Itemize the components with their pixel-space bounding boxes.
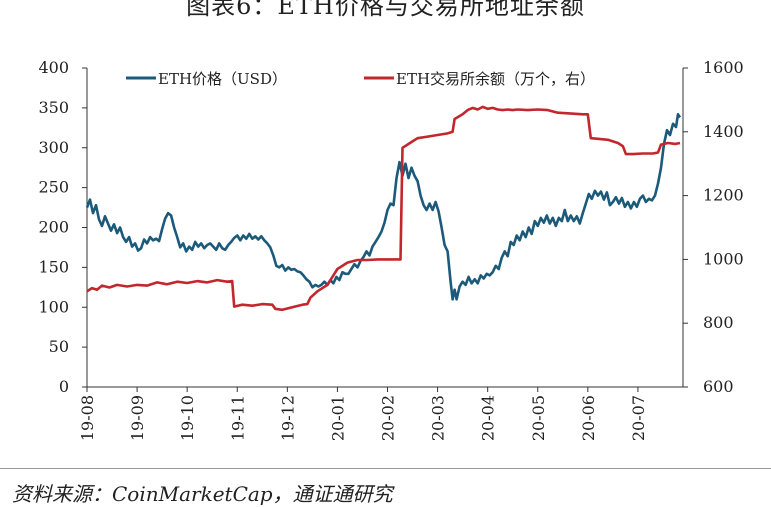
y-right-tick-label: 1400 [703,122,744,141]
axes: 0 50 100 150 200 250 300 350 400 600 800 1000 1200 14… [38,58,743,441]
y-left-tick-label: 200 [38,218,69,237]
y-left-tick-label: 300 [38,138,69,157]
series-line-1 [85,113,682,301]
legend-label-2: ETH交易所余额（万个，右） [396,70,595,88]
x-tick-label: 19-12 [278,395,297,441]
y-left-tick-label: 100 [38,297,69,316]
x-tick-label: 20-01 [328,395,347,441]
y-right-tick-label: 800 [703,313,734,332]
x-tick-label: 20-04 [479,395,498,441]
x-tick-label: 20-02 [379,395,398,441]
chart: 0 50 100 150 200 250 300 350 400 600 800 1000 1200 14… [38,58,743,441]
x-tick-label: 20-03 [429,395,448,441]
x-tick-label: 19-09 [128,395,147,441]
y-right-tick-label: 1000 [703,249,744,268]
y-left-tick-label: 400 [38,58,69,77]
chart-title: 图表6：ETH价格与交易所地址余额 [186,0,585,20]
y-right-tick-label: 1200 [703,186,744,205]
divider [0,468,771,469]
x-tick-label: 19-08 [78,395,97,441]
x-tick-label: 20-07 [629,395,648,441]
series-line-2 [86,105,681,312]
y-right-tick-label: 600 [703,377,734,396]
x-tick-label: 20-05 [529,395,548,441]
legend: ETH价格（USD） ETH交易所余额（万个，右） [126,70,595,88]
x-tick-label: 19-11 [228,395,247,441]
legend-label-1: ETH价格（USD） [158,70,287,88]
x-tick-label: 20-06 [579,395,598,441]
y-left-tick-label: 50 [49,337,69,356]
x-tick-label: 19-10 [178,395,197,441]
source-note: 资料来源：CoinMarketCap，通证通研究 [12,482,393,506]
y-left-tick-label: 150 [38,257,69,276]
y-left-tick-label: 350 [38,98,69,117]
y-right-tick-label: 1600 [703,58,744,77]
y-left-tick-label: 0 [59,377,69,396]
series-lines [85,105,682,312]
y-left-tick-label: 250 [38,178,69,197]
